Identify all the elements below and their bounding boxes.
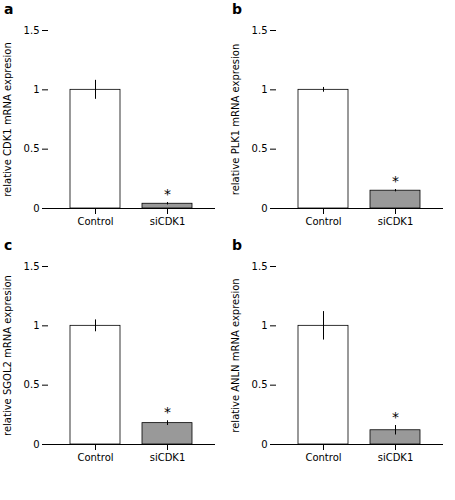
svg-text:0.5: 0.5 (24, 143, 40, 154)
svg-text:siCDK1: siCDK1 (150, 452, 186, 463)
svg-text:*: * (164, 186, 171, 202)
svg-text:relative ANLN mRNA expresion: relative ANLN mRNA expresion (230, 278, 241, 432)
svg-text:relative CDK1 mRNA expresion: relative CDK1 mRNA expresion (2, 42, 13, 197)
svg-text:0.5: 0.5 (252, 379, 268, 390)
svg-text:Control: Control (305, 452, 341, 463)
svg-text:Control: Control (77, 452, 113, 463)
svg-text:1: 1 (33, 84, 39, 95)
svg-text:1: 1 (33, 320, 39, 331)
svg-text:0: 0 (261, 439, 267, 450)
svg-text:1: 1 (261, 84, 267, 95)
svg-text:*: * (392, 409, 399, 425)
svg-text:0.5: 0.5 (252, 143, 268, 154)
html-text:a: a (4, 1, 14, 17)
html-text:b: b (232, 1, 242, 17)
svg-text:1.5: 1.5 (252, 261, 268, 272)
svg-text:*: * (164, 404, 171, 420)
svg-text:relative SGOL2 mRNA expresion: relative SGOL2 mRNA expresion (2, 275, 13, 436)
svg-text:*: * (392, 173, 399, 189)
svg-text:1: 1 (261, 320, 267, 331)
svg-text:siCDK1: siCDK1 (150, 216, 186, 227)
svg-text:Control: Control (77, 216, 113, 227)
svg-text:Control: Control (305, 216, 341, 227)
svg-text:0: 0 (261, 203, 267, 214)
svg-text:1.5: 1.5 (24, 261, 40, 272)
svg-text:0.5: 0.5 (24, 379, 40, 390)
html-text:b: b (232, 237, 242, 253)
html-text:c: c (4, 237, 13, 253)
svg-text:0: 0 (33, 203, 39, 214)
svg-text:siCDK1: siCDK1 (378, 216, 414, 227)
svg-text:0: 0 (33, 439, 39, 450)
svg-text:siCDK1: siCDK1 (378, 452, 414, 463)
svg-text:relative PLK1 mRNA expresion: relative PLK1 mRNA expresion (230, 44, 241, 196)
svg-text:1.5: 1.5 (252, 25, 268, 36)
svg-text:1.5: 1.5 (24, 25, 40, 36)
